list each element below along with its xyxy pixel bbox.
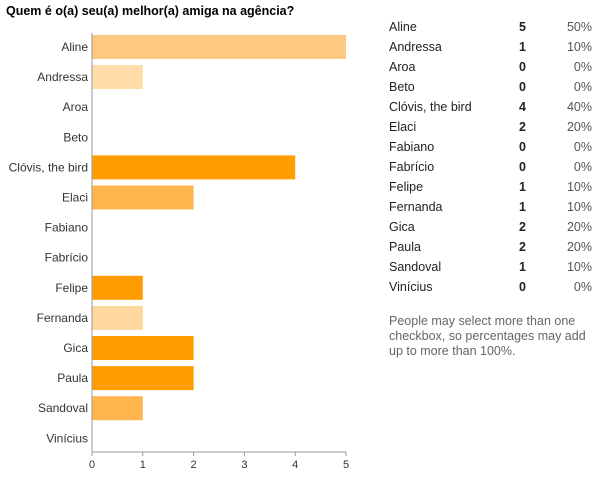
summary-percent: 40%: [566, 100, 592, 114]
summary-label: Sandoval: [389, 260, 442, 274]
summary-percent: 10%: [566, 180, 592, 194]
summary-row: Sandoval 1 10%: [389, 260, 599, 280]
summary-row: Clóvis, the bird 4 40%: [389, 100, 599, 120]
summary-table: Aline 5 50% Andressa 1 10% Aroa 0 0% Beto 0 0% Clóvi…: [389, 20, 599, 300]
summary-count: 1: [519, 260, 526, 274]
summary-percent: 10%: [566, 260, 592, 274]
summary-row: Felipe 1 10%: [389, 180, 599, 200]
category-label: Fernanda: [37, 311, 89, 325]
summary-percent: 20%: [566, 240, 592, 254]
category-label: Beto: [63, 130, 88, 144]
summary-row: Aroa 0 0%: [389, 60, 599, 80]
summary-label: Aline: [389, 20, 417, 34]
summary-count: 4: [519, 100, 526, 114]
category-label: Vinícius: [46, 431, 88, 445]
summary-count: 2: [519, 240, 526, 254]
category-label: Andressa: [37, 70, 88, 84]
category-labels: Aline Andressa Aroa Beto Clóvis, the bird Ela…: [9, 40, 89, 445]
summary-label: Vinícius: [389, 280, 433, 294]
summary-row: Gica 2 20%: [389, 220, 599, 240]
summary-label: Aroa: [389, 60, 416, 74]
category-label: Paula: [57, 371, 88, 385]
summary-row: Andressa 1 10%: [389, 40, 599, 60]
category-label: Aroa: [63, 100, 89, 114]
category-label: Gica: [63, 341, 88, 355]
category-label: Felipe: [55, 281, 88, 295]
category-label: Aline: [61, 40, 88, 54]
summary-count: 1: [519, 180, 526, 194]
summary-percent: 0%: [573, 160, 592, 174]
summary-count: 0: [519, 80, 526, 94]
x-tick-label: 5: [343, 459, 349, 471]
summary-count: 0: [519, 280, 526, 294]
summary-percent: 20%: [566, 120, 592, 134]
summary-count: 1: [519, 200, 526, 214]
bar: [92, 275, 143, 300]
summary-percent: 0%: [573, 140, 592, 154]
summary-label: Clóvis, the bird: [389, 100, 472, 114]
summary-label: Fernanda: [389, 200, 443, 214]
summary-count: 2: [519, 120, 526, 134]
summary-row: Paula 2 20%: [389, 240, 599, 260]
x-tick-label: 4: [292, 459, 298, 471]
summary-count: 0: [519, 160, 526, 174]
summary-label: Fabrício: [389, 160, 435, 174]
summary-label: Paula: [389, 240, 421, 254]
bar: [92, 185, 194, 210]
x-tick-label: 3: [241, 459, 247, 471]
x-tick-label: 0: [89, 459, 95, 471]
summary-percent: 50%: [566, 20, 592, 34]
summary-count: 1: [519, 40, 526, 54]
summary-row: Vinícius 0 0%: [389, 280, 599, 300]
summary-count: 0: [519, 60, 526, 74]
x-tick-label: 2: [191, 459, 197, 471]
summary-label: Felipe: [389, 180, 424, 194]
bar: [92, 155, 296, 180]
summary-percent: 10%: [566, 200, 592, 214]
summary-count: 5: [519, 20, 526, 34]
summary-percent: 0%: [573, 280, 592, 294]
category-label: Elaci: [62, 191, 88, 205]
bar: [92, 366, 194, 391]
x-tick-label: 1: [140, 459, 146, 471]
summary-row: Beto 0 0%: [389, 80, 599, 100]
footnote: People may select more than one checkbox…: [389, 314, 586, 358]
category-label: Fabrício: [45, 251, 89, 265]
summary-row: Fabiano 0 0%: [389, 140, 599, 160]
summary-row: Fabrício 0 0%: [389, 160, 599, 180]
category-label: Clóvis, the bird: [9, 160, 88, 174]
bar: [92, 305, 143, 330]
summary-row: Elaci 2 20%: [389, 120, 599, 140]
bar: [92, 336, 194, 360]
category-label: Sandoval: [38, 401, 88, 415]
summary-count: 0: [519, 140, 526, 154]
bar: [92, 396, 143, 421]
summary-label: Beto: [389, 80, 415, 94]
x-axis: 0 1 2 3 4 5: [89, 33, 349, 471]
summary-percent: 10%: [566, 40, 592, 54]
chart-title: Quem é o(a) seu(a) melhor(a) amiga na ag…: [6, 4, 295, 18]
summary-percent: 0%: [573, 60, 592, 74]
summary-label: Andressa: [389, 40, 442, 54]
summary-percent: 20%: [566, 220, 592, 234]
bar: [92, 35, 346, 59]
summary-count: 2: [519, 220, 526, 234]
summary-row: Fernanda 1 10%: [389, 200, 599, 220]
summary-row: Aline 5 50%: [389, 20, 599, 40]
category-label: Fabiano: [45, 221, 89, 235]
bars-layer: [92, 35, 346, 421]
summary-percent: 0%: [573, 80, 592, 94]
summary-label: Gica: [389, 220, 415, 234]
bar: [92, 65, 143, 90]
bar-chart: Aline Andressa Aroa Beto Clóvis, the bird Ela…: [9, 33, 349, 471]
summary-label: Elaci: [389, 120, 417, 134]
summary-label: Fabiano: [389, 140, 435, 154]
